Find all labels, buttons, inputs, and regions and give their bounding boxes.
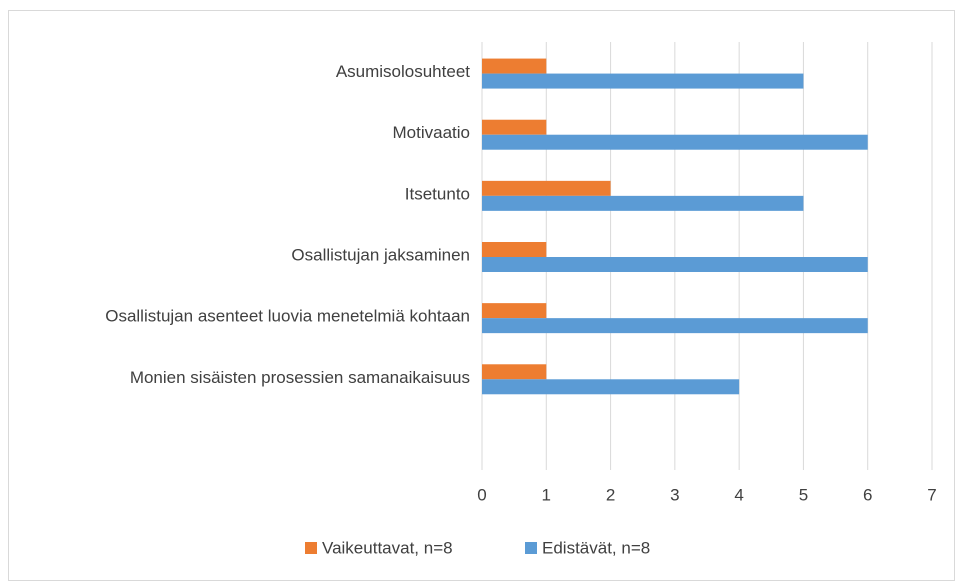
bar [482, 364, 547, 380]
legend-label: Vaikeuttavat, n=8 [322, 538, 453, 557]
bar [482, 242, 547, 257]
x-tick-label: 7 [927, 485, 936, 504]
x-tick-label: 5 [799, 485, 808, 504]
x-tick-label: 2 [606, 485, 615, 504]
x-tick-label: 1 [542, 485, 551, 504]
y-tick-label: Motivaatio [393, 123, 470, 142]
bar [482, 303, 547, 319]
bar [482, 119, 547, 135]
legend-swatch [525, 542, 537, 554]
legend-label: Edistävät, n=8 [542, 538, 650, 557]
bar [482, 195, 804, 211]
bar [482, 318, 868, 334]
x-tick-label: 3 [670, 485, 679, 504]
x-tick-label: 0 [477, 485, 486, 504]
x-tick-label: 4 [734, 485, 743, 504]
bar [482, 180, 611, 196]
bar [482, 73, 804, 89]
y-tick-label: Itsetunto [405, 184, 470, 203]
y-tick-label: Osallistujan jaksaminen [291, 245, 470, 264]
bar [482, 257, 868, 272]
x-tick-label: 6 [863, 485, 872, 504]
bar [482, 379, 740, 395]
y-tick-label: Monien sisäisten prosessien samanaikaisu… [130, 368, 470, 387]
legend-swatch [305, 542, 317, 554]
y-tick-label: Asumisolosuhteet [336, 62, 470, 81]
bar [482, 134, 868, 150]
bar [482, 58, 547, 74]
y-tick-label: Osallistujan asenteet luovia menetelmiä … [105, 307, 470, 326]
